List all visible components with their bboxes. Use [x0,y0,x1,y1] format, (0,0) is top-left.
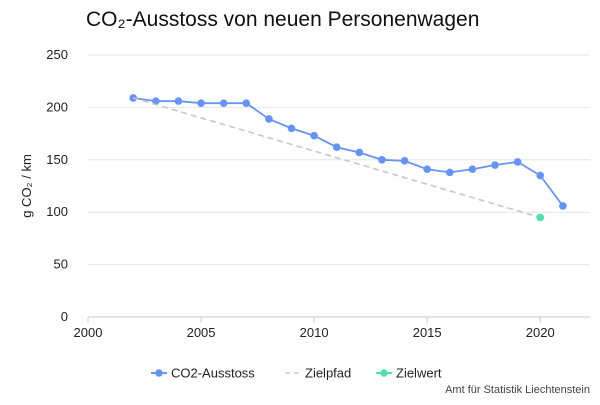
y-tick-label-100: 100 [46,204,68,219]
y-tick-label-0: 0 [61,309,68,324]
y-axis-title: g CO₂ / km [19,154,34,218]
legend-label-zielwert[interactable]: Zielwert [396,366,442,381]
data-point-co2-2010 [310,131,318,140]
data-point-co2-2006 [219,99,228,108]
data-point-co2-2021 [559,202,567,210]
series-line-zielpfad [132,97,541,219]
y-tick-label-250: 250 [46,47,68,62]
data-point-co2-2007 [242,99,251,108]
legend-marker-zielwert [380,369,388,377]
source-credit: Amt für Statistik Liechtenstein [445,384,590,396]
data-point-co2-2013 [378,156,386,164]
x-tick-label-2015: 2015 [413,325,442,340]
series-line-co2-ausstoss [133,97,564,207]
data-point-co2-2018 [491,161,499,169]
x-tick-label-2010: 2010 [300,325,329,340]
data-point-co2-2014 [400,157,409,165]
y-tick-label-50: 50 [54,257,68,272]
data-point-co2-2017 [468,165,477,174]
data-point-co2-2008 [265,115,273,123]
data-point-co2-2016 [446,168,454,177]
data-point-co2-2005 [197,99,205,108]
data-point-co2-2015 [423,165,431,174]
legend-marker-co2-ausstoss [155,369,163,377]
x-tick-label-2020: 2020 [526,325,555,340]
data-point-co2-2009 [287,124,296,133]
legend-label-co2-ausstoss[interactable]: CO2-Ausstoss [171,366,255,381]
data-point-co2-2011 [332,143,341,152]
x-tick-label-2005: 2005 [187,325,216,340]
y-tick-label-150: 150 [46,152,68,167]
data-point-co2-2004 [174,97,183,105]
y-tick-label-200: 200 [46,99,68,114]
data-point-co2-2012 [355,148,364,157]
data-point-co2-2020 [536,171,545,180]
legend-label-zielpfad[interactable]: Zielpfad [305,366,351,381]
data-point-co2-2003 [152,97,160,105]
data-point-zielwert-2020 [536,213,545,222]
chart-title: CO₂-Ausstoss von neuen Personenwagen [86,8,480,31]
x-tick-label-2000: 2000 [74,325,103,340]
data-point-co2-2019 [513,158,522,166]
